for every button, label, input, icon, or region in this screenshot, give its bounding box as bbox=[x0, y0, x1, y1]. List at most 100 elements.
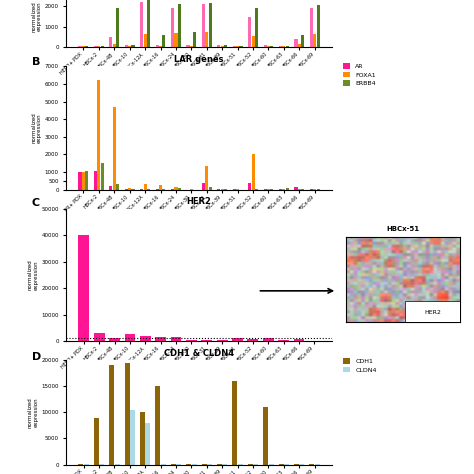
Bar bbox=[264, 189, 267, 190]
Bar bbox=[99, 464, 104, 465]
Text: HER2: HER2 bbox=[424, 310, 441, 315]
Bar bbox=[144, 34, 146, 47]
Bar bbox=[284, 464, 289, 465]
Title: CDH1 & CLDN4: CDH1 & CLDN4 bbox=[164, 349, 234, 358]
Bar bbox=[144, 184, 146, 190]
Bar bbox=[209, 187, 212, 190]
Bar bbox=[176, 464, 181, 465]
Bar bbox=[94, 418, 99, 465]
Bar bbox=[100, 46, 104, 47]
Bar bbox=[310, 9, 313, 47]
Bar bbox=[286, 46, 289, 47]
Text: C: C bbox=[32, 198, 40, 208]
Bar bbox=[155, 46, 159, 47]
Bar bbox=[217, 340, 228, 341]
FancyBboxPatch shape bbox=[405, 301, 460, 322]
Bar bbox=[286, 188, 289, 190]
Bar bbox=[293, 339, 304, 341]
Bar bbox=[301, 35, 304, 47]
Bar bbox=[94, 46, 97, 47]
Bar bbox=[315, 464, 320, 465]
Bar bbox=[207, 464, 212, 465]
Bar bbox=[222, 464, 228, 465]
Bar bbox=[174, 187, 177, 190]
Bar bbox=[300, 464, 304, 465]
Bar bbox=[263, 407, 268, 465]
Bar bbox=[78, 464, 83, 465]
Bar bbox=[128, 46, 131, 47]
Bar bbox=[131, 46, 135, 47]
Bar bbox=[171, 9, 174, 47]
Bar bbox=[294, 187, 298, 190]
Bar bbox=[163, 35, 165, 47]
Bar bbox=[131, 189, 135, 190]
Y-axis label: normalized
expression: normalized expression bbox=[31, 113, 42, 143]
Bar bbox=[205, 166, 209, 190]
Bar bbox=[201, 464, 207, 465]
Bar bbox=[279, 464, 283, 465]
Bar bbox=[269, 464, 273, 465]
Bar bbox=[267, 189, 270, 190]
Bar bbox=[155, 386, 160, 465]
Bar bbox=[255, 9, 258, 47]
Title: LAR genes: LAR genes bbox=[174, 55, 224, 64]
Bar bbox=[94, 171, 97, 190]
Bar bbox=[201, 340, 212, 341]
Legend: AR, FOXA1, ERBB4: AR, FOXA1, ERBB4 bbox=[343, 64, 376, 86]
Bar bbox=[178, 188, 181, 190]
Bar bbox=[270, 46, 273, 47]
Bar bbox=[236, 46, 239, 47]
Bar bbox=[109, 365, 114, 465]
Y-axis label: normalized
expression: normalized expression bbox=[27, 397, 38, 428]
Bar bbox=[159, 46, 162, 47]
Bar bbox=[116, 184, 119, 190]
Bar bbox=[146, 423, 150, 465]
Bar bbox=[248, 17, 251, 47]
Bar bbox=[171, 337, 182, 341]
Bar bbox=[78, 235, 89, 341]
Bar bbox=[310, 464, 314, 465]
Bar bbox=[186, 464, 191, 465]
Bar bbox=[248, 464, 253, 465]
Bar bbox=[163, 189, 165, 190]
Bar bbox=[171, 464, 176, 465]
Bar bbox=[209, 3, 212, 47]
Bar bbox=[78, 46, 82, 47]
Bar bbox=[252, 36, 255, 47]
Bar bbox=[186, 46, 190, 47]
Bar bbox=[224, 46, 227, 47]
Bar bbox=[147, 0, 150, 47]
Bar bbox=[294, 39, 298, 47]
Bar bbox=[263, 338, 273, 341]
Bar bbox=[174, 33, 177, 47]
Bar bbox=[248, 183, 251, 190]
Bar bbox=[270, 189, 273, 190]
Bar bbox=[85, 171, 88, 190]
Bar bbox=[255, 189, 258, 190]
Bar bbox=[140, 336, 151, 341]
Bar bbox=[100, 163, 104, 190]
Bar bbox=[186, 340, 197, 341]
Title: HER2: HER2 bbox=[187, 197, 211, 206]
Bar bbox=[247, 339, 258, 341]
Bar bbox=[178, 4, 181, 47]
Bar bbox=[140, 2, 143, 47]
Bar bbox=[94, 333, 105, 341]
Y-axis label: normalized
expression: normalized expression bbox=[27, 260, 38, 290]
Bar bbox=[82, 46, 85, 47]
Bar bbox=[232, 381, 237, 465]
Bar bbox=[116, 9, 119, 47]
Bar bbox=[109, 186, 112, 190]
Bar bbox=[283, 46, 285, 47]
Bar bbox=[190, 46, 193, 47]
Bar bbox=[294, 464, 299, 465]
Bar bbox=[298, 44, 301, 47]
Bar bbox=[233, 46, 236, 47]
Bar bbox=[140, 412, 145, 465]
Bar bbox=[253, 464, 258, 465]
Bar bbox=[317, 5, 320, 47]
Bar bbox=[109, 37, 112, 47]
Bar bbox=[147, 189, 150, 190]
Bar bbox=[82, 172, 85, 190]
Bar bbox=[125, 363, 129, 465]
